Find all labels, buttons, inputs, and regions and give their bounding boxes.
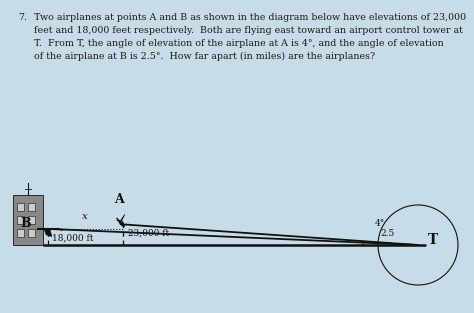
Bar [17, 203, 24, 211]
Text: x: x [82, 212, 88, 221]
Text: T: T [428, 233, 438, 247]
Text: of the airplane at B is 2.5°.  How far apart (in miles) are the airplanes?: of the airplane at B is 2.5°. How far ap… [34, 52, 375, 61]
Text: 7.: 7. [18, 13, 27, 22]
Bar [28, 203, 35, 211]
Text: T.  From T, the angle of elevation of the airplane at A is 4°, and the angle of : T. From T, the angle of elevation of the… [34, 39, 444, 48]
Text: feet and 18,000 feet respectively.  Both are flying east toward an airport contr: feet and 18,000 feet respectively. Both … [34, 26, 463, 35]
Text: Two airplanes at points A and B as shown in the diagram below have elevations of: Two airplanes at points A and B as shown… [34, 13, 466, 22]
Polygon shape [119, 222, 125, 226]
Bar [13, 195, 43, 245]
Text: A: A [114, 193, 124, 206]
Text: 18,000 ft: 18,000 ft [52, 234, 93, 243]
Text: 2.5: 2.5 [381, 229, 395, 239]
Bar [17, 229, 24, 237]
Polygon shape [37, 222, 42, 229]
Bar [28, 229, 35, 237]
Text: 4°: 4° [375, 218, 385, 228]
Polygon shape [117, 214, 125, 222]
Polygon shape [44, 229, 52, 237]
Text: 23,000 ft: 23,000 ft [128, 229, 169, 238]
Bar [28, 216, 35, 224]
Bar [17, 216, 24, 224]
Text: B: B [21, 217, 31, 230]
